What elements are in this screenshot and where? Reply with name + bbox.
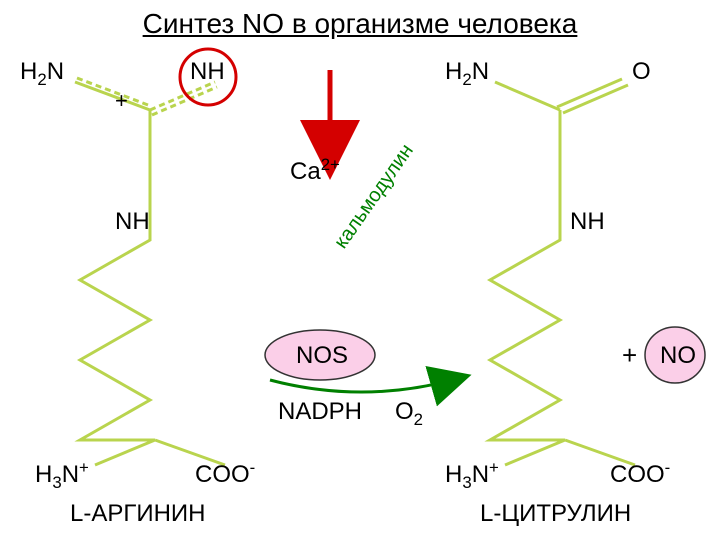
o-label: O [632,58,651,86]
h2n-left-label: H2N [20,58,64,90]
o2-label: O2 [395,398,423,430]
citruline-structure [490,79,635,465]
arginine-name: L-АРГИНИН [70,500,206,528]
coo-left-label: COO- [195,458,255,489]
arginine-structure [75,78,225,465]
nadph-label: NADPH [278,398,362,426]
plus-no-label: + [622,340,637,371]
nh-right-mid: NH [570,208,605,236]
coo-right-label: COO- [610,458,670,489]
no-label: NO [660,342,696,370]
nh-top-label: NH [190,58,225,86]
h3n-right-label: H3N+ [445,458,499,493]
nos-label: NOS [296,342,348,370]
nh-left-mid: NH [115,208,150,236]
h3n-left-label: H3N+ [35,458,89,493]
citruline-name: L-ЦИТРУЛИН [480,500,631,528]
ca2-label: Ca2+ [290,155,340,186]
reaction-arrow [270,378,460,392]
plus-top-label: + [115,88,128,114]
h2n-right-label: H2N [445,58,489,90]
